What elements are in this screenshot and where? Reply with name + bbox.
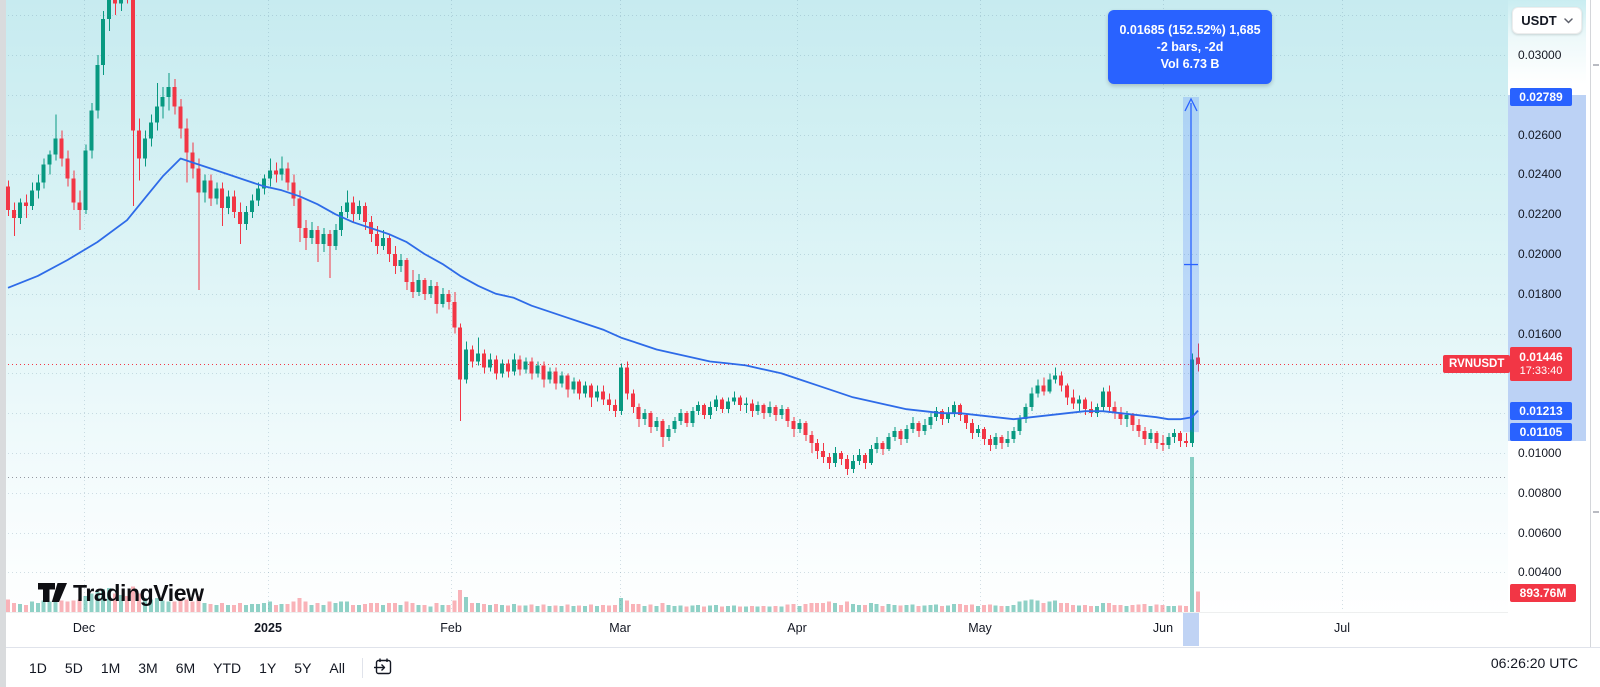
logo-mark-t bbox=[38, 583, 55, 602]
time-axis-label-dec: Dec bbox=[72, 621, 96, 635]
range-button-1m[interactable]: 1M bbox=[92, 657, 129, 679]
logo-mark-v bbox=[51, 583, 67, 602]
price-tick-0.00400: 0.00400 bbox=[1518, 565, 1562, 580]
time-axis-label-feb: Feb bbox=[440, 621, 462, 635]
axis-badge-0.01446: 0.01446 17:33:40 bbox=[1510, 347, 1572, 382]
scrollbar-dash-top bbox=[1593, 64, 1599, 66]
bottom-toolbar: 1D 5D 1M 3M 6M YTD 1Y 5Y All bbox=[0, 647, 1600, 687]
tradingview-logo[interactable]: TradingView bbox=[38, 578, 248, 608]
moving-average-line bbox=[7, 157, 1199, 421]
price-tick-0.00600: 0.00600 bbox=[1518, 525, 1562, 540]
measure-price-range-highlight bbox=[1508, 94, 1586, 442]
scrollbar-track[interactable] bbox=[1590, 0, 1591, 687]
grid-lines bbox=[0, 0, 1508, 612]
page-right-margin bbox=[1586, 0, 1600, 687]
currency-selector-button[interactable]: USDT bbox=[1512, 7, 1582, 34]
candles bbox=[6, 0, 1200, 475]
price-axis[interactable]: 0.03000 0.02600 0.02400 0.02200 0.02000 0.018… bbox=[1508, 0, 1586, 647]
price-tick-0.03000: 0.03000 bbox=[1518, 48, 1562, 62]
measure-tooltip-price-change: 0.01685 (152.52%) 1,685 bbox=[1119, 23, 1261, 37]
range-button-1d[interactable]: 1D bbox=[20, 657, 56, 679]
price-tick-0.01000: 0.01000 bbox=[1518, 446, 1562, 460]
measure-time-range-highlight bbox=[1183, 613, 1199, 646]
range-button-all[interactable]: All bbox=[320, 657, 354, 679]
symbol-price-label: RVNUSDT bbox=[1443, 355, 1511, 374]
price-tick-0.02200: 0.02200 bbox=[1518, 207, 1562, 222]
currency-label: USDT bbox=[1521, 13, 1557, 28]
price-level-lines bbox=[0, 364, 1508, 478]
time-axis-label-apr: Apr bbox=[787, 621, 807, 635]
time-axis-label-jul: Jul bbox=[1334, 621, 1350, 635]
time-axis-separator bbox=[0, 612, 1586, 613]
price-tick-0.01600: 0.01600 bbox=[1518, 326, 1562, 341]
logo-text: TradingView bbox=[73, 580, 204, 606]
volume-bars bbox=[6, 457, 1200, 612]
countdown-timer: 17:33:40 bbox=[1519, 364, 1563, 377]
chevron-down-icon bbox=[1563, 17, 1573, 24]
price-tick-0.00800: 0.00800 bbox=[1518, 485, 1562, 500]
axis-badge-893.76M: 893.76M bbox=[1510, 584, 1576, 602]
axis-badge-0.01213: 0.01213 bbox=[1510, 401, 1572, 420]
axis-badge-0.01105: 0.01105 bbox=[1510, 423, 1572, 442]
range-button-1y[interactable]: 1Y bbox=[250, 657, 285, 679]
time-axis-label-2025: 2025 bbox=[254, 621, 282, 635]
measure-overlay[interactable] bbox=[1183, 96, 1199, 433]
axis-badge-0.02789: 0.02789 bbox=[1510, 87, 1572, 106]
measure-tooltip-volume: Vol 6.73 B bbox=[1160, 57, 1220, 71]
price-tick-0.02600: 0.02600 bbox=[1518, 127, 1562, 142]
time-axis-label-may: May bbox=[968, 621, 992, 635]
price-tick-0.02000: 0.02000 bbox=[1518, 247, 1562, 261]
scrollbar-dash-bottom bbox=[1593, 511, 1599, 513]
candlestick-chart-canvas[interactable] bbox=[0, 0, 1508, 647]
go-to-date-button[interactable] bbox=[371, 655, 397, 681]
range-button-ytd[interactable]: YTD bbox=[204, 657, 250, 679]
range-button-5y[interactable]: 5Y bbox=[285, 657, 320, 679]
range-button-6m[interactable]: 6M bbox=[167, 657, 204, 679]
range-button-3m[interactable]: 3M bbox=[129, 657, 166, 679]
left-panel-edge bbox=[0, 0, 6, 687]
calendar-icon bbox=[374, 658, 392, 675]
time-axis-label-mar: Mar bbox=[609, 621, 631, 635]
time-axis-label-jun: Jun bbox=[1152, 621, 1174, 635]
toolbar-divider bbox=[361, 657, 363, 678]
price-tick-0.01800: 0.01800 bbox=[1518, 286, 1562, 301]
range-button-5d[interactable]: 5D bbox=[56, 657, 92, 679]
clock-utc[interactable]: 06:26:20 UTC bbox=[1490, 655, 1578, 671]
chart-region[interactable]: Dec 2025 Feb Mar Apr May Jun Jul 0.01685 (152.5… bbox=[0, 0, 1586, 647]
measure-tooltip: 0.01685 (152.52%) 1,685 -2 bars, -2d Vol… bbox=[1108, 10, 1272, 84]
price-tick-0.02400: 0.02400 bbox=[1518, 167, 1562, 182]
measure-tooltip-bars: -2 bars, -2d bbox=[1156, 40, 1224, 54]
date-range-buttons: 1D 5D 1M 3M 6M YTD 1Y 5Y All bbox=[20, 657, 354, 679]
